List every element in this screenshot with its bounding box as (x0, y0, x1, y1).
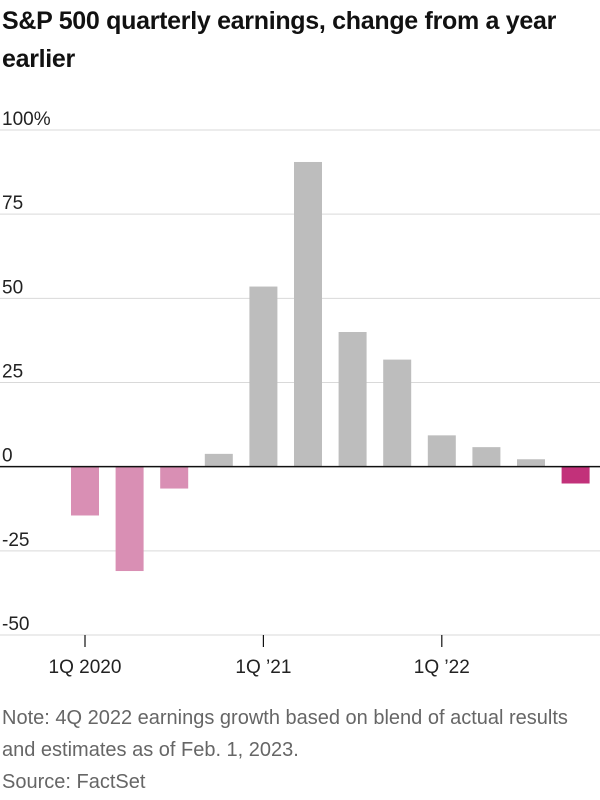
y-tick-label: -50 (2, 614, 29, 635)
bar-1q-2022 (427, 435, 456, 467)
note-text: Note: 4Q 2022 earnings growth based on b… (2, 707, 568, 761)
source-text: Source: FactSet (2, 771, 146, 793)
x-tick-label: 1Q ’21 (235, 657, 291, 678)
x-axis-labels: 1Q 2020 1Q ’21 1Q ’22 (49, 635, 470, 678)
y-tick-label: -25 (2, 530, 29, 551)
bar-1q-2021 (249, 286, 278, 467)
bar-3q-2022 (517, 459, 545, 467)
y-tick-label: 100% (2, 109, 51, 130)
y-tick-label: 25 (2, 362, 23, 383)
bars (71, 161, 590, 572)
chart-title: S&P 500 quarterly earnings, change from … (2, 7, 557, 73)
bar-2q-2021 (294, 161, 322, 467)
x-tick-label: 1Q ’22 (414, 657, 470, 678)
bar-2q-2022 (472, 447, 501, 467)
bar-2q-2020 (115, 466, 144, 572)
bar-1q-2020 (71, 466, 99, 516)
y-axis-labels: 100% 75 50 25 0 -25 -50 (2, 109, 51, 635)
bar-4q-2021 (383, 359, 412, 467)
y-tick-label: 75 (2, 193, 23, 214)
x-tick-label: 1Q 2020 (49, 657, 122, 678)
bar-3q-2021 (338, 332, 367, 467)
y-tick-label: 50 (2, 277, 23, 298)
y-tick-label: 0 (2, 446, 13, 467)
bar-4q-2020 (204, 453, 233, 467)
bar-chart: 100% 75 50 25 0 -25 -50 1Q 2020 1Q ’21 1Q ’22 (0, 109, 600, 678)
bar-3q-2020 (160, 466, 189, 489)
chart-footnotes: Note: 4Q 2022 earnings growth based on b… (2, 702, 592, 798)
bar-4q-2022 (561, 466, 590, 484)
